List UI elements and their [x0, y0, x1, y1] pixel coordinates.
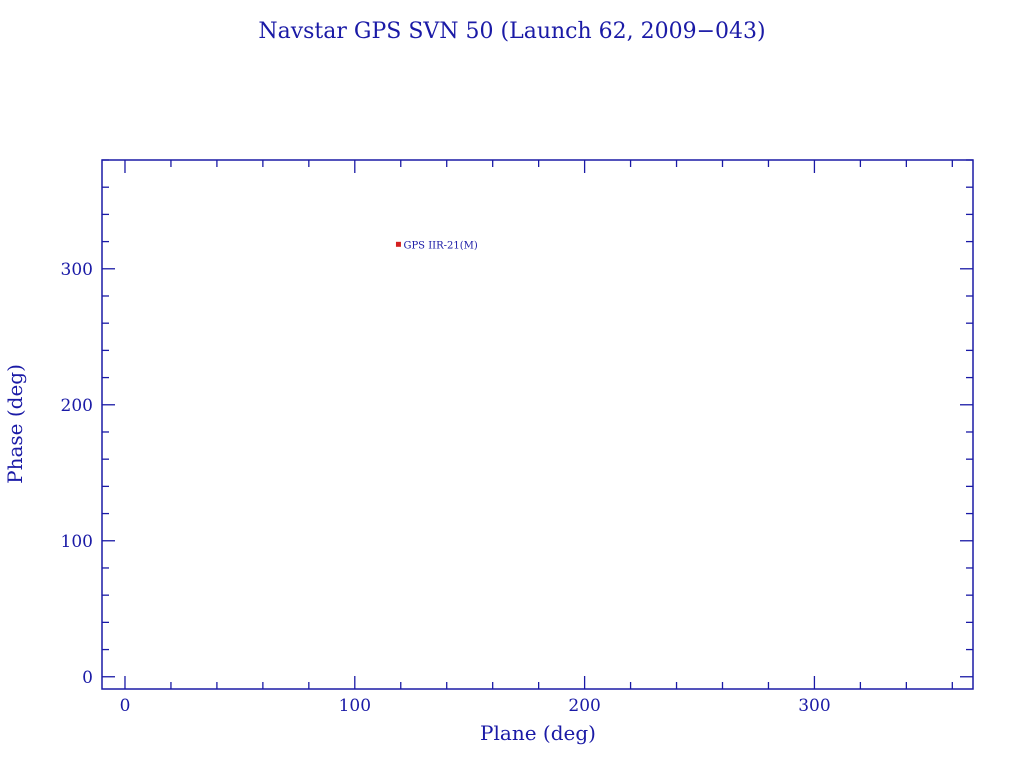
chart-title: Navstar GPS SVN 50 (Launch 62, 2009−043) [258, 19, 765, 44]
y-tick-label: 200 [61, 396, 93, 416]
plot-frame [101, 159, 974, 690]
x-tick-label: 300 [798, 696, 830, 716]
y-tick-label: 300 [61, 260, 93, 280]
data-point-label: GPS IIR-21(M) [403, 240, 477, 251]
x-tick-label: 200 [568, 696, 600, 716]
y-axis-label: Phase (deg) [3, 364, 27, 484]
y-tick-label: 100 [61, 532, 93, 552]
y-tick-label: 0 [82, 668, 93, 688]
x-axis-label: Plane (deg) [480, 721, 596, 745]
x-tick-label: 0 [120, 696, 131, 716]
x-tick-label: 100 [339, 696, 371, 716]
data-point [395, 241, 401, 247]
